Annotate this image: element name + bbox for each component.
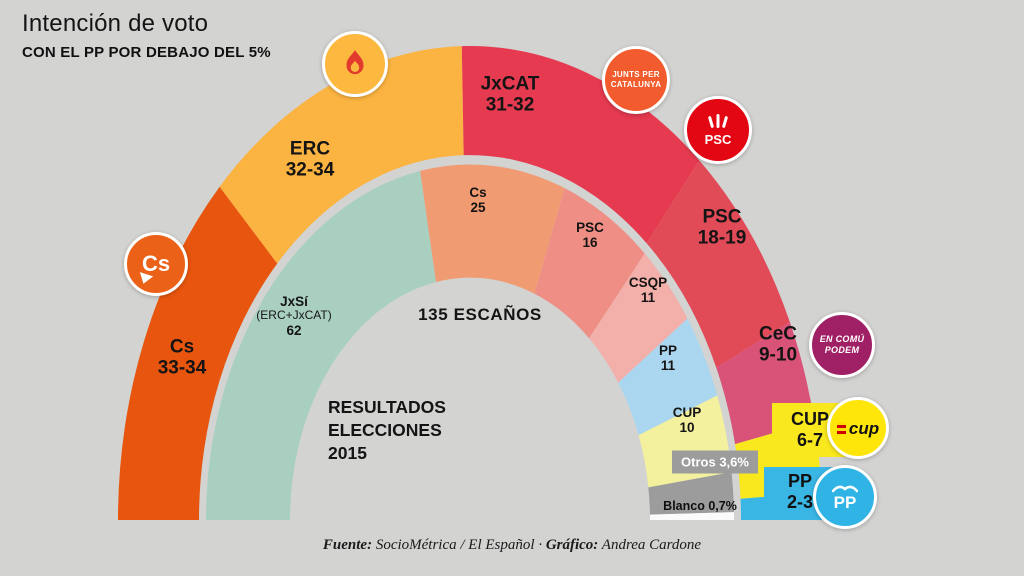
label-inner-blanco: Blanco 0,7% [663,499,737,513]
separator-dot: · [538,537,543,553]
party-name: CSQP [628,274,668,290]
party-seats: 11 [640,290,656,305]
label-inner-cup: CUP 10 [673,405,702,435]
party-name: Cs [469,184,487,200]
total-seats-label: 135 ESCAÑOS [418,305,542,324]
party-name: Blanco [663,499,705,513]
party-name: CUP [672,404,702,420]
party-name: PP [787,471,812,492]
source-credit-line: Fuente: SocioMétrica / El Español · Gráf… [0,537,1024,554]
party-name: JxSí [280,294,308,310]
label-inner-csqp: CSQP 11 [629,275,667,305]
party-seats: 16 [582,235,598,250]
caption-line: RESULTADOS [328,397,446,417]
party-seats: 9-10 [758,345,798,366]
party-seats: 0,7% [708,499,737,513]
header: Intención de voto CON EL PP POR DEBAJO D… [22,10,271,61]
cec-logo-text: PODEM [824,345,860,355]
party-name: Otros [681,454,716,470]
psc-fist-rose-icon [708,114,728,128]
party-seats: 25 [470,200,486,215]
party-seats: 18-19 [697,228,747,249]
party-seats: 32-34 [285,160,335,181]
label-inner-cs: Cs 25 [469,185,486,215]
label-inner-pp: PP 11 [659,343,677,373]
party-name: PSC [702,206,742,228]
inner-segment-psc [534,188,645,339]
label-inner-otros: Otros 3,6% [672,450,758,474]
jxcat-logo-text: JUNTS PER [612,70,660,79]
erc-logo-badge [322,31,388,97]
psc-logo-text: PSC [704,132,732,147]
party-seats: 31-32 [485,95,535,116]
erc-flame-icon [346,50,364,75]
caption-line: 2015 [328,443,367,463]
party-seats: 10 [679,420,695,435]
page-title: Intención de voto [22,10,209,37]
party-seats: 6-7 [796,430,823,450]
pp-seagull-icon [832,485,858,493]
caption-line: ELECCIONES [328,420,442,440]
cup-logo-text: cup [848,418,880,438]
inner-segment-jxs [206,170,436,520]
party-name: CUP [790,409,829,430]
cup-logo-badge: cup [827,397,889,459]
inner-segment-pp [618,318,718,436]
cs-logo-text: Cs [141,251,171,276]
psc-logo-badge: PSC [684,96,752,164]
source-label: Fuente: [322,537,373,553]
results-2015-caption: RESULTADOS ELECCIONES 2015 [328,396,446,465]
source-text: SocioMétrica / El Español [375,537,535,553]
cec-logo-badge: EN COMÚ PODEM [809,312,875,378]
page-subtitle: CON EL PP POR DEBAJO DEL 5% [22,44,271,61]
party-name: JxCAT [480,73,540,95]
pp-logo-text: PP [833,493,857,512]
party-name: Cs [169,336,195,358]
party-name: CeC [758,323,797,345]
party-seats: 33-34 [157,358,207,379]
label-outer-erc: ERC 32-34 [286,139,335,182]
label-outer-jxcat: JxCAT 31-32 [481,74,540,117]
credit-label: Gráfico: [545,537,599,553]
cs-logo-badge: Cs [124,232,188,296]
party-name: ERC [289,138,331,160]
label-outer-psc: PSC 18-19 [698,207,747,250]
party-detail: (ERC+JxCAT) [256,308,332,323]
label-inner-psc: PSC 16 [576,220,604,250]
party-seats: 62 [286,322,302,338]
credit-text: Andrea Cardone [601,537,702,553]
cec-logo-text: EN COMÚ [819,333,865,344]
label-inner-jxsi: JxSí (ERC+JxCAT) 62 [256,294,331,338]
party-seats: 11 [660,358,676,373]
label-outer-cec: CeC 9-10 [759,324,797,367]
pp-logo-badge: PP [813,465,877,529]
inner-segment-blanco [649,512,734,520]
party-name: PSC [576,219,604,235]
jxcat-logo-badge: JUNTS PER CATALUNYA [602,46,670,114]
cup-logo-row: cup [836,418,880,438]
party-seats: 3,6% [719,454,749,470]
party-name: PP [658,342,678,358]
inner-segment-cs [420,164,565,294]
label-outer-cs: Cs 33-34 [158,337,207,380]
party-seats: 2-3 [786,492,813,512]
jxcat-logo-text: CATALUNYA [610,80,662,89]
cup-flag-icon [836,421,846,435]
